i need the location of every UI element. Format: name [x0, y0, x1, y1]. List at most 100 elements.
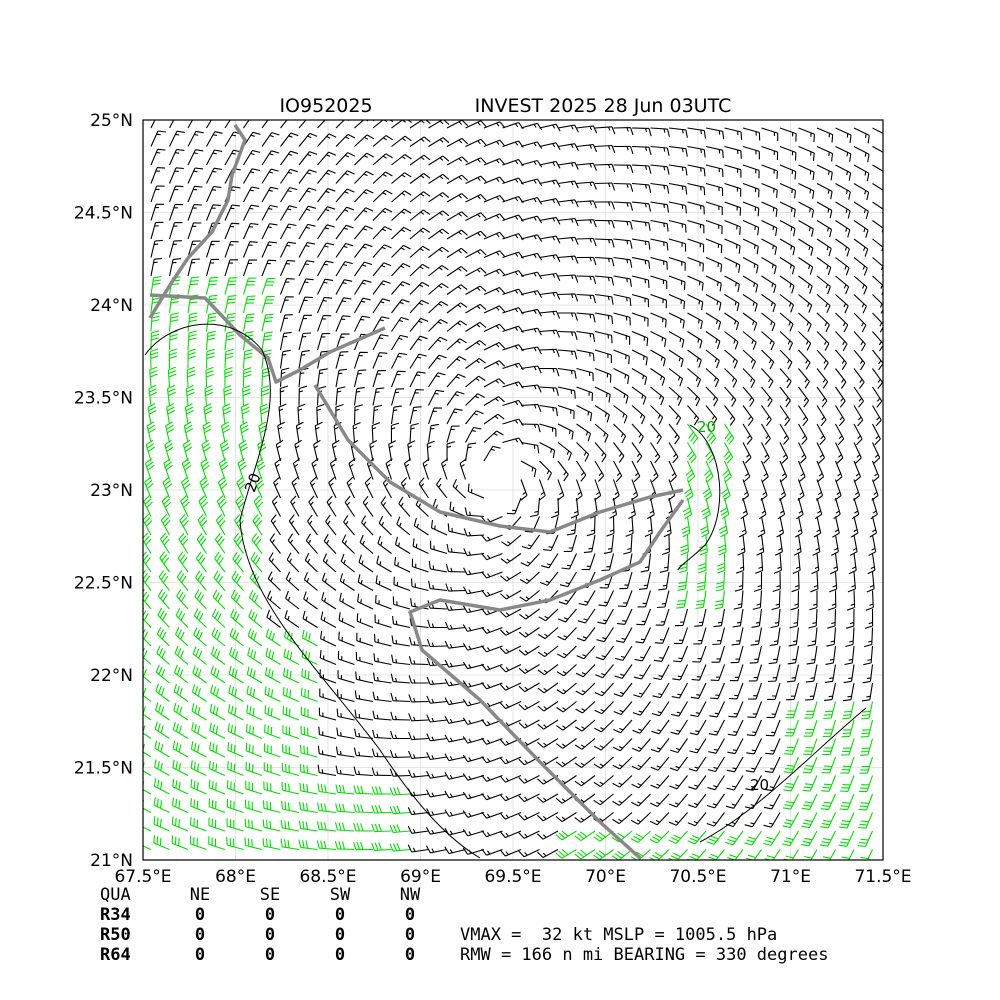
stats-line: RMW = 166 n mi BEARING = 330 degrees — [460, 945, 828, 965]
wind-barb — [798, 220, 814, 237]
wind-barb — [372, 135, 393, 147]
wind-barb — [499, 664, 522, 673]
wind-barb — [426, 714, 448, 723]
wind-barb — [594, 293, 614, 305]
wind-barb — [446, 425, 460, 443]
wind-barb — [727, 719, 744, 736]
wind-barb — [428, 580, 448, 592]
wind-barb — [317, 133, 337, 147]
wind-barb — [245, 723, 263, 740]
wind-barb — [692, 645, 707, 663]
wind-barb — [298, 151, 318, 166]
wind-barb — [298, 278, 314, 295]
wind-barb — [520, 159, 543, 168]
wind-barb — [428, 336, 448, 351]
wind-barb — [689, 719, 707, 736]
wind-barb — [391, 226, 412, 240]
wind-barb — [391, 334, 409, 351]
wind-barb — [853, 331, 866, 352]
wind-barb — [298, 169, 317, 184]
wind-barb — [557, 460, 569, 482]
table-cell: 0 — [195, 925, 205, 945]
wind-barb — [520, 197, 543, 205]
wind-barb — [853, 386, 864, 408]
wind-barb — [576, 275, 597, 285]
wind-barb — [668, 127, 688, 138]
wind-barb — [689, 738, 707, 754]
wind-barb — [729, 664, 744, 682]
wind-barb — [408, 675, 429, 684]
wind-barb — [633, 682, 651, 698]
x-tick-label: 68.5°E — [299, 867, 356, 887]
wind-barb — [335, 803, 355, 814]
wind-barb — [798, 145, 815, 161]
wind-barb — [193, 608, 207, 628]
wind-barb — [285, 590, 300, 610]
wind-barb — [706, 812, 725, 827]
wind-barb — [318, 707, 337, 721]
wind-barb — [805, 664, 818, 683]
wind-barb — [156, 626, 170, 647]
wind-barb — [520, 553, 540, 567]
wind-barb — [557, 274, 579, 283]
wind-barb — [261, 331, 273, 351]
wind-barb — [189, 835, 207, 851]
wind-barb — [320, 611, 337, 628]
wind-barb — [685, 460, 696, 483]
wind-barb — [150, 203, 165, 221]
wind-barb — [539, 254, 561, 263]
wind-barb — [155, 683, 170, 702]
wind-barb — [335, 133, 356, 147]
wind-barb — [555, 848, 577, 859]
wind-barb — [594, 201, 616, 210]
wind-barb — [779, 423, 790, 445]
wind-barb — [858, 775, 874, 793]
wind-barb — [287, 533, 300, 554]
wind-barb — [408, 694, 429, 703]
axis-labels: 67.5°E 68°E 68.5°E 69°E 69.5°E 70°E 70.5°E 71°E… — [74, 111, 912, 887]
wind-barb — [834, 460, 843, 483]
wind-barb — [167, 366, 177, 388]
wind-barb — [816, 275, 831, 295]
coast-line — [313, 384, 684, 534]
wind-barb — [779, 294, 795, 313]
wind-barb — [313, 439, 321, 462]
wind-barb — [391, 208, 412, 221]
wind-barb — [248, 590, 263, 610]
wind-barb — [761, 442, 770, 464]
wind-barb — [481, 737, 503, 745]
wind-barb — [650, 164, 670, 175]
wind-barb — [316, 332, 331, 351]
wind-barb — [705, 201, 723, 215]
wind-barb — [483, 268, 506, 277]
wind-barb — [765, 719, 781, 737]
wind-barb — [779, 182, 797, 199]
wind-barb — [723, 442, 734, 464]
wind-barb — [428, 389, 445, 406]
wind-barb — [335, 297, 352, 314]
wind-barb — [816, 238, 832, 257]
wind-barb — [789, 608, 800, 629]
wind-barb — [594, 163, 616, 172]
wind-barb — [750, 627, 763, 646]
wind-barb — [483, 176, 506, 185]
wind-barb — [153, 797, 170, 813]
wind-barb — [300, 725, 318, 740]
wind-barb — [261, 367, 271, 388]
wind-barb — [168, 240, 182, 258]
wind-barb — [391, 316, 409, 332]
wind-barb — [353, 804, 374, 814]
wind-barb — [463, 567, 485, 576]
wind-barb — [668, 830, 688, 844]
wind-barb — [577, 608, 596, 624]
wind-barb — [751, 608, 763, 628]
wind-barb — [613, 145, 634, 155]
contour-label: 20 — [750, 776, 769, 794]
wind-barb — [224, 120, 231, 129]
wind-barb — [710, 664, 726, 682]
wind-barb — [668, 442, 679, 464]
wind-barb — [576, 627, 596, 642]
wind-barb — [248, 609, 263, 628]
wind-barb — [253, 495, 264, 517]
